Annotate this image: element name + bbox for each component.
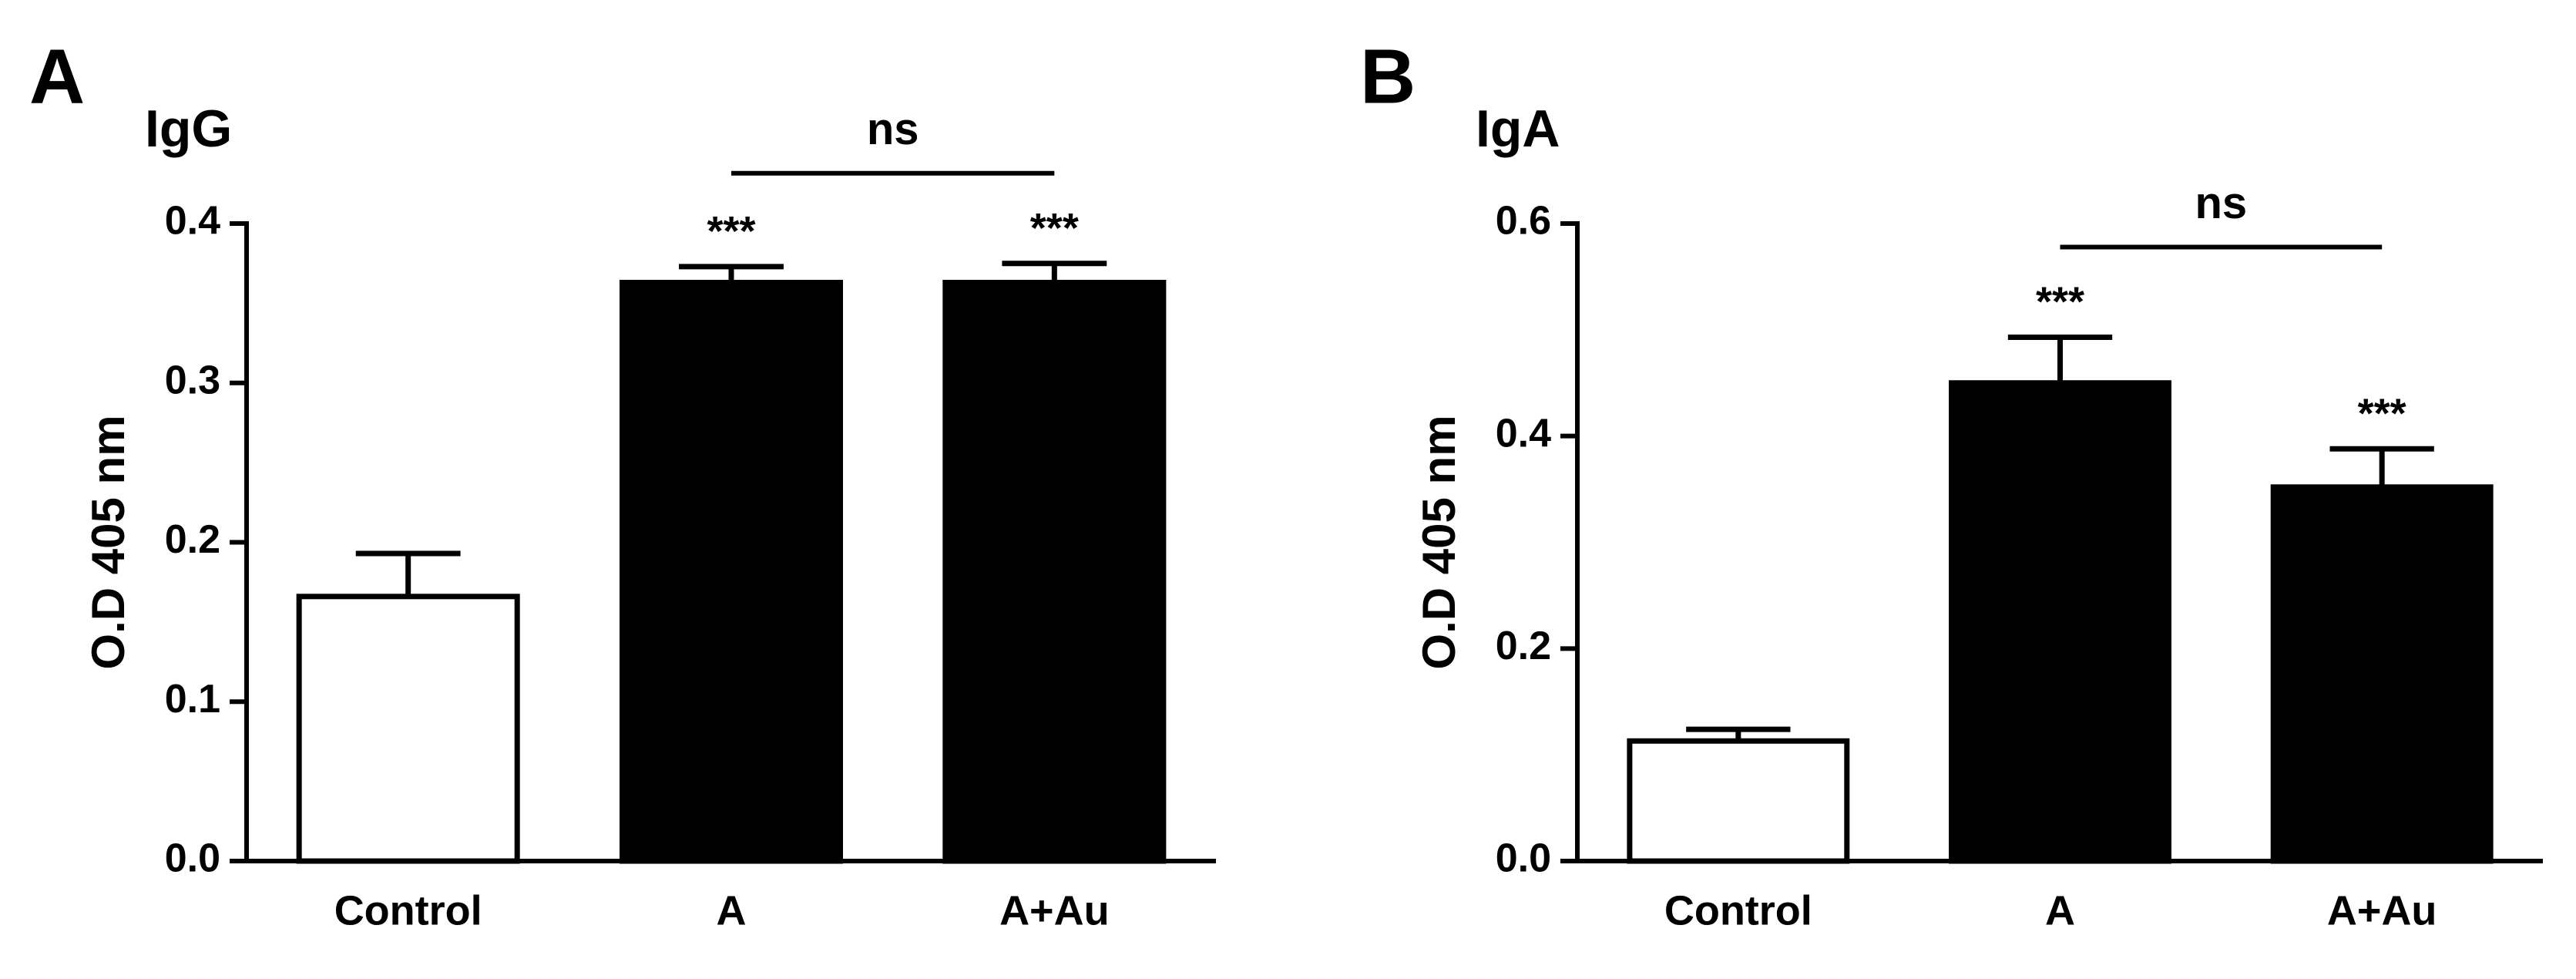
x-tick-label: A+Au xyxy=(999,887,1110,934)
x-tick-label: A xyxy=(717,887,747,934)
y-axis-label: O.D 405 nm xyxy=(82,415,134,669)
x-tick-label: Control xyxy=(1664,887,1812,934)
bar xyxy=(942,279,1167,864)
x-tick-label: Control xyxy=(334,887,482,934)
x-tick-label: A xyxy=(2045,887,2075,934)
chart-title: IgA xyxy=(1476,99,1560,158)
bar xyxy=(2270,484,2494,864)
significance-label: *** xyxy=(1030,205,1079,251)
y-tick-label: 0.1 xyxy=(165,677,220,722)
x-tick-label: A+Au xyxy=(2327,887,2437,934)
bar xyxy=(619,279,844,864)
y-tick-label: 0.0 xyxy=(165,836,220,881)
bar xyxy=(1627,738,1850,864)
significance-label: *** xyxy=(707,208,755,254)
panel-label: B xyxy=(1360,33,1416,119)
bar xyxy=(296,594,520,864)
significance-label: *** xyxy=(2358,390,2406,436)
y-tick-label: 0.6 xyxy=(1496,199,1551,244)
bar xyxy=(1949,380,2171,864)
y-tick-label: 0.2 xyxy=(1496,624,1551,668)
y-axis-label: O.D 405 nm xyxy=(1413,415,1465,669)
significance-label: *** xyxy=(2036,279,2084,325)
panel-label: A xyxy=(29,33,85,119)
comparison-label: ns xyxy=(2195,178,2247,228)
y-tick-label: 0.0 xyxy=(1496,836,1551,881)
y-tick-label: 0.4 xyxy=(1496,411,1551,456)
chart-title: IgG xyxy=(145,99,232,158)
y-tick-label: 0.2 xyxy=(165,517,220,562)
y-tick-label: 0.3 xyxy=(165,358,220,402)
y-tick-label: 0.4 xyxy=(165,199,220,244)
comparison-label: ns xyxy=(867,104,919,154)
